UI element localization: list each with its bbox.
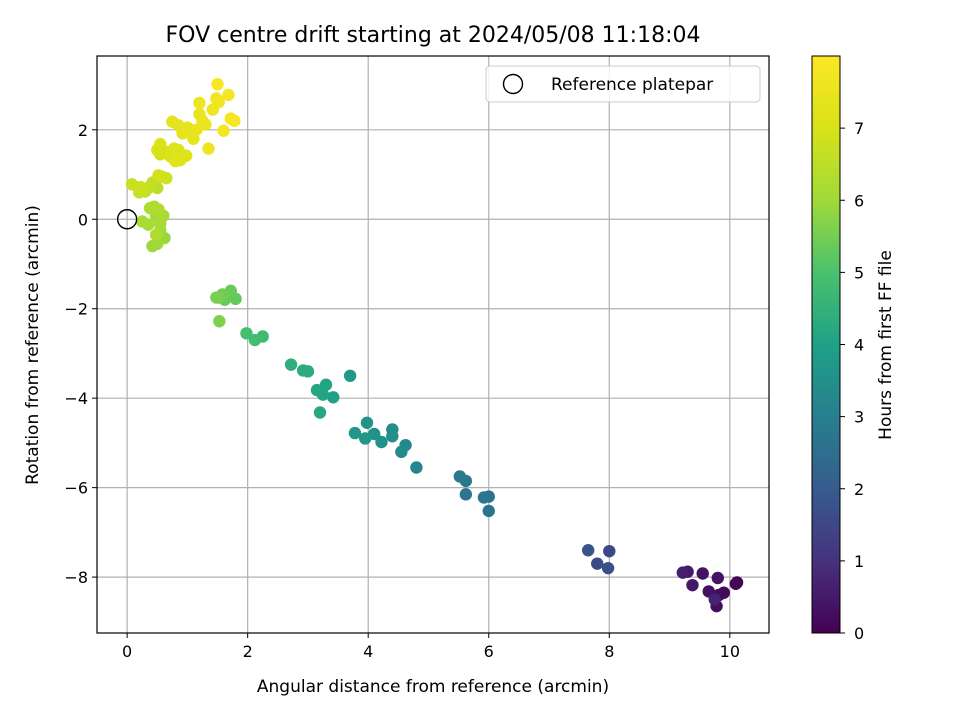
- y-tick-label: −2: [64, 300, 88, 319]
- colorbar-tick-label: 1: [854, 552, 864, 571]
- data-point: [222, 88, 235, 102]
- data-point: [601, 561, 615, 575]
- data-point: [193, 96, 206, 110]
- x-tick-label: 2: [243, 642, 253, 661]
- colorbar-tick-label: 4: [854, 336, 864, 355]
- colorbar-tick-label: 0: [854, 624, 864, 643]
- y-axis-ticks: −8 −6 −4 −2 0 2: [64, 121, 97, 587]
- colorbar-ticks: 0 1 2 3 4 5 6 7: [840, 119, 864, 643]
- legend-reference-marker: [502, 73, 524, 95]
- data-point: [211, 77, 224, 91]
- data-point: [343, 369, 357, 383]
- data-point: [386, 429, 399, 443]
- data-point: [581, 544, 595, 557]
- x-tick-label: 10: [720, 642, 740, 661]
- data-point: [348, 426, 362, 440]
- data-point: [284, 358, 298, 371]
- data-point: [212, 95, 225, 109]
- data-point: [459, 488, 473, 501]
- data-point: [210, 291, 223, 304]
- data-point: [591, 557, 604, 570]
- data-point: [152, 203, 165, 216]
- plot-frame: [96, 55, 770, 634]
- data-point: [217, 124, 230, 137]
- data-point: [395, 445, 408, 459]
- x-tick-label: 6: [484, 642, 494, 661]
- data-point: [319, 378, 333, 391]
- data-point: [410, 461, 423, 474]
- data-point: [676, 566, 690, 579]
- data-point: [199, 118, 212, 131]
- data-point: [686, 578, 699, 592]
- legend-entry-reference: Reference platepar: [551, 75, 713, 95]
- colorbar-tick-label: 5: [854, 263, 864, 282]
- data-point: [202, 142, 215, 155]
- data-point: [482, 504, 495, 518]
- data-point: [603, 544, 616, 558]
- data-point: [134, 180, 147, 194]
- colorbar-label: Hours from first FF file: [876, 250, 896, 440]
- grid-lines: [97, 56, 769, 633]
- data-point: [248, 333, 262, 347]
- data-point: [169, 154, 182, 168]
- data-point: [313, 406, 327, 419]
- data-point: [477, 491, 491, 504]
- colorbar-tick-label: 7: [854, 119, 864, 138]
- y-tick-label: −6: [64, 479, 88, 498]
- legend: Reference platepar: [485, 65, 761, 103]
- x-tick-label: 4: [363, 642, 373, 661]
- x-tick-label: 0: [122, 642, 132, 661]
- data-point: [729, 577, 743, 590]
- data-point: [711, 571, 724, 585]
- data-point: [154, 137, 167, 151]
- y-axis-label: Rotation from reference (arcmin): [23, 205, 43, 485]
- data-point: [360, 416, 374, 429]
- colorbar-tick-label: 3: [854, 408, 864, 427]
- data-point: [717, 586, 730, 599]
- data-point: [136, 215, 149, 228]
- data-point: [453, 470, 467, 483]
- reference-point: [116, 209, 138, 230]
- chart-title: FOV centre drift starting at 2024/05/08 …: [166, 23, 701, 48]
- data-point: [190, 123, 203, 137]
- x-axis-ticks: 0 2 4 6 8 10: [122, 633, 740, 661]
- data-point: [310, 383, 324, 397]
- y-tick-label: −8: [64, 568, 88, 587]
- data-points: [125, 77, 744, 613]
- data-point: [240, 327, 253, 340]
- data-point: [358, 432, 372, 445]
- x-tick-label: 8: [604, 642, 614, 661]
- colorbar-tick-label: 6: [854, 191, 864, 210]
- reference-marker: [116, 209, 138, 230]
- data-point: [708, 593, 721, 606]
- data-point: [696, 567, 709, 580]
- data-point: [149, 228, 163, 242]
- y-tick-label: −4: [64, 389, 88, 408]
- colorbar-tick-label: 2: [854, 480, 864, 499]
- data-point: [213, 315, 226, 328]
- y-tick-label: 0: [78, 210, 88, 229]
- y-tick-label: 2: [78, 121, 88, 140]
- data-point: [296, 364, 310, 377]
- colorbar: 0 1 2 3 4 5 6 7 Hours from first FF file: [811, 55, 896, 643]
- colorbar-gradient: [811, 55, 841, 634]
- data-point: [152, 169, 165, 182]
- data-point: [327, 391, 340, 404]
- data-point: [228, 114, 241, 128]
- legend-box: [485, 65, 761, 103]
- x-axis-label: Angular distance from reference (arcmin): [257, 677, 609, 697]
- data-point: [375, 435, 388, 449]
